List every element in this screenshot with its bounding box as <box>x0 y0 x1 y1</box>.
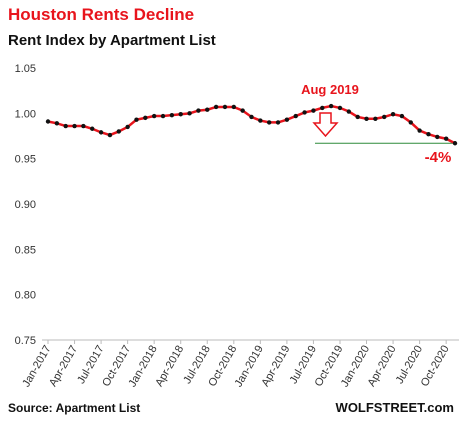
data-point <box>151 113 157 119</box>
data-point <box>81 123 86 129</box>
down-arrow <box>312 112 339 138</box>
data-point <box>90 126 95 131</box>
data-point <box>328 103 334 109</box>
data-point <box>346 109 352 114</box>
change-annotation: -4% <box>425 149 452 166</box>
data-point <box>452 141 458 146</box>
data-point <box>205 107 210 112</box>
y-tick-label: 1.00 <box>15 108 36 120</box>
data-point <box>435 134 440 140</box>
data-point <box>382 114 387 120</box>
data-point <box>355 114 360 120</box>
y-tick-label: 0.90 <box>15 199 36 211</box>
y-tick-label: 0.80 <box>15 290 36 302</box>
chart-title: Houston Rents Decline <box>8 5 194 24</box>
data-point <box>249 114 254 120</box>
data-point <box>408 120 413 125</box>
data-point <box>266 120 272 125</box>
y-tick-label: 0.75 <box>15 335 36 347</box>
data-point <box>240 108 245 113</box>
data-point <box>98 130 104 135</box>
data-point <box>258 118 263 123</box>
data-point <box>399 113 405 119</box>
data-point <box>293 113 298 119</box>
data-point <box>213 104 219 110</box>
data-point <box>187 111 192 116</box>
y-tick-label: 0.85 <box>15 244 36 256</box>
data-point <box>160 113 166 119</box>
data-point <box>107 132 113 138</box>
data-point <box>116 129 121 134</box>
data-point <box>63 123 68 129</box>
brand: WOLFSTREET.com <box>336 400 454 415</box>
data-point <box>196 108 201 113</box>
data-point <box>143 115 148 121</box>
y-tick-label: 0.95 <box>15 154 36 166</box>
data-point <box>169 112 175 118</box>
data-point <box>443 136 449 141</box>
data-point <box>54 121 60 126</box>
data-point <box>134 117 139 122</box>
data-point <box>178 112 183 117</box>
data-point <box>275 120 281 125</box>
data-point <box>390 112 396 117</box>
peak-annotation: Aug 2019 <box>301 82 359 97</box>
data-point <box>284 117 290 122</box>
data-point <box>337 105 343 111</box>
data-point <box>311 108 316 113</box>
data-point <box>426 131 431 137</box>
data-point <box>320 105 325 111</box>
data-point <box>222 104 228 110</box>
source: Source: Apartment List <box>8 401 140 415</box>
data-point <box>72 123 77 129</box>
data-point <box>364 116 369 121</box>
data-point <box>45 119 51 124</box>
series-line <box>47 104 456 145</box>
data-point <box>302 110 307 115</box>
data-point <box>373 116 378 121</box>
data-point <box>417 128 422 133</box>
y-tick-label: 1.05 <box>15 63 36 75</box>
chart-subtitle: Rent Index by Apartment List <box>8 32 216 49</box>
data-point <box>231 104 237 110</box>
data-point <box>125 124 130 130</box>
